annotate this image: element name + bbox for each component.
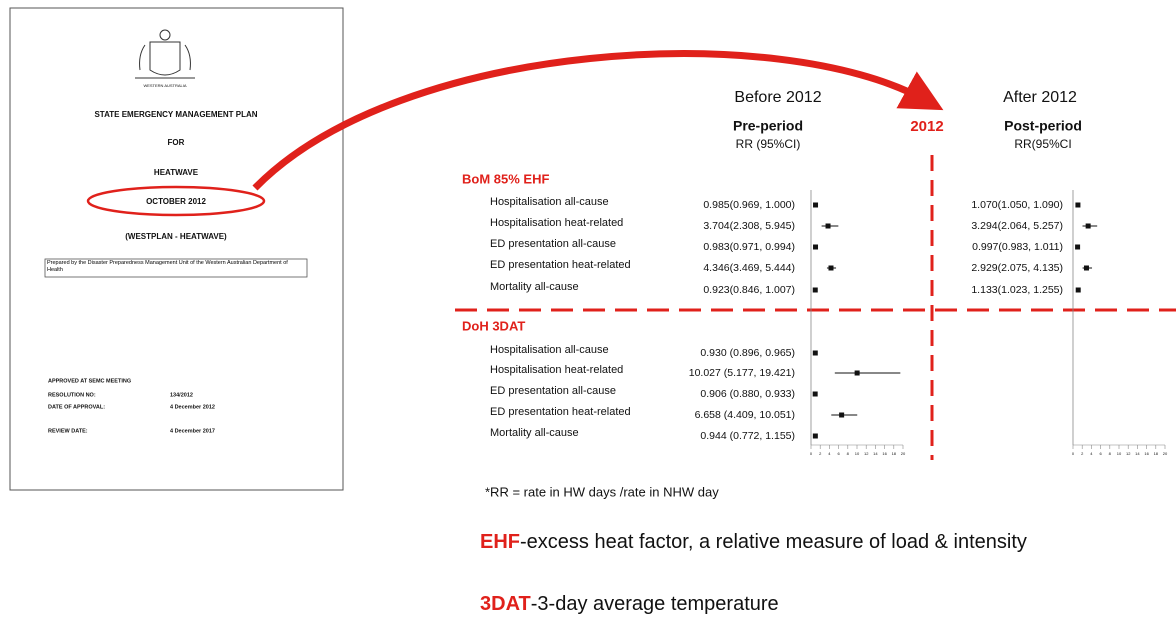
point-estimate (1075, 245, 1080, 250)
point-estimate (813, 392, 818, 397)
x-tick-label: 6 (837, 451, 840, 456)
doc-field-value: 134/2012 (170, 392, 193, 398)
row-label: ED presentation all-cause (490, 238, 616, 250)
x-tick-label: 10 (855, 451, 860, 456)
doc-for: FOR (168, 138, 185, 147)
doc-field-label: RESOLUTION NO: (48, 392, 96, 398)
dat-note: 3DAT-3-day average temperature (480, 593, 779, 615)
x-tick-label: 0 (1072, 451, 1075, 456)
doc-title: STATE EMERGENCY MANAGEMENT PLAN (94, 110, 257, 119)
dat-term: 3DAT (480, 593, 531, 615)
ehf-text: -excess heat factor, a relative measure … (520, 531, 1027, 553)
doc-field-label: REVIEW DATE: (48, 428, 88, 434)
group-title: BoM 85% EHF (462, 171, 549, 186)
value-label: 10.027 (5.177, 19.421) (689, 367, 795, 379)
row-label: ED presentation all-cause (490, 385, 616, 397)
doc-subject: HEATWAVE (154, 168, 199, 177)
document-page (10, 8, 343, 490)
row-label: Hospitalisation heat-related (490, 364, 623, 376)
after-label: After 2012 (1003, 89, 1077, 106)
x-tick-label: 4 (1090, 451, 1093, 456)
x-tick-label: 6 (1099, 451, 1102, 456)
post-title: Post-period (1004, 118, 1082, 134)
doc-field-label: DATE OF APPROVAL: (48, 404, 105, 410)
row-label: Mortality all-cause (490, 281, 579, 293)
value-label: 0.985(0.969, 1.000) (703, 199, 795, 211)
value-label: 3.294(2.064, 5.257) (971, 220, 1063, 232)
x-tick-label: 20 (1163, 451, 1168, 456)
x-tick-label: 20 (901, 451, 906, 456)
x-tick-label: 8 (1109, 451, 1112, 456)
slide: WESTERN AUSTRALIA STATE EMERGENCY MANAGE… (0, 0, 1176, 618)
x-tick-label: 14 (1135, 451, 1140, 456)
x-tick-label: 16 (882, 451, 887, 456)
x-tick-label: 2 (1081, 451, 1084, 456)
value-label: 0.944 (0.772, 1.155) (700, 430, 795, 442)
row-label: Hospitalisation all-cause (490, 344, 609, 356)
dat-text: -3-day average temperature (531, 593, 779, 615)
doc-date: OCTOBER 2012 (146, 197, 206, 206)
x-tick-label: 8 (847, 451, 850, 456)
value-label: 0.923(0.846, 1.007) (703, 284, 795, 296)
point-estimate (813, 434, 818, 439)
point-estimate (813, 288, 818, 293)
arrow (255, 54, 925, 188)
x-tick-label: 4 (828, 451, 831, 456)
point-estimate (1084, 266, 1089, 271)
value-label: 2.929(2.075, 4.135) (971, 262, 1063, 274)
ehf-term: EHF (480, 531, 520, 553)
doc-plan: (WESTPLAN - HEATWAVE) (125, 232, 227, 241)
point-estimate (828, 266, 833, 271)
post-sub: RR(95%CI (1014, 137, 1071, 151)
forest-plot: 0 2 4 6 8 10 12 14 16 18 20 0 2 4 6 8 10 12 14 16 18 20 BoM 85… (462, 171, 1168, 456)
row-label: Hospitalisation all-cause (490, 196, 609, 208)
point-estimate (839, 413, 844, 418)
row-label: Mortality all-cause (490, 427, 579, 439)
x-tick-label: 10 (1117, 451, 1122, 456)
x-tick-label: 0 (810, 451, 813, 456)
pre-title: Pre-period (733, 118, 803, 134)
value-label: 0.906 (0.880, 0.933) (700, 388, 795, 400)
point-estimate (813, 245, 818, 250)
doc-field-value: 4 December 2017 (170, 428, 215, 434)
x-tick-label: 14 (873, 451, 878, 456)
point-estimate (1075, 203, 1080, 208)
row-label: Hospitalisation heat-related (490, 217, 623, 229)
prepared-wrap: Prepared by the Disaster Preparedness Ma… (47, 260, 305, 277)
value-label: 3.704(2.308, 5.945) (703, 220, 795, 232)
x-tick-label: 18 (1154, 451, 1159, 456)
doc-prepared: Prepared by the Disaster Preparedness Ma… (47, 260, 305, 274)
value-label: 0.983(0.971, 0.994) (703, 241, 795, 253)
x-tick-label: 12 (864, 451, 869, 456)
group-title: DoH 3DAT (462, 318, 525, 333)
value-label: 0.930 (0.896, 0.965) (700, 347, 795, 359)
value-label: 6.658 (4.409, 10.051) (695, 409, 795, 421)
before-label: Before 2012 (734, 89, 821, 106)
x-tick-label: 2 (819, 451, 822, 456)
ehf-note: EHF-excess heat factor, a relative measu… (480, 531, 1027, 553)
row-label: ED presentation heat-related (490, 406, 631, 418)
value-label: 1.133(1.023, 1.255) (971, 284, 1063, 296)
pre-sub: RR (95%CI) (736, 137, 801, 151)
doc-approved: APPROVED AT SEMC MEETING (48, 378, 131, 384)
point-estimate (1086, 224, 1091, 229)
doc-state: WESTERN AUSTRALIA (143, 83, 186, 88)
footnote: *RR = rate in HW days /rate in NHW day (485, 484, 719, 499)
point-estimate (826, 224, 831, 229)
point-estimate (855, 371, 860, 376)
row-label: ED presentation heat-related (490, 259, 631, 271)
x-tick-label: 16 (1144, 451, 1149, 456)
point-estimate (1076, 288, 1081, 293)
divider-label: 2012 (910, 118, 943, 135)
point-estimate (813, 203, 818, 208)
doc-field-value: 4 December 2012 (170, 404, 215, 410)
value-label: 0.997(0.983, 1.011) (972, 241, 1063, 253)
x-tick-label: 12 (1126, 451, 1131, 456)
value-label: 4.346(3.469, 5.444) (703, 262, 795, 274)
x-tick-label: 18 (892, 451, 897, 456)
point-estimate (813, 351, 818, 356)
value-label: 1.070(1.050, 1.090) (971, 199, 1063, 211)
